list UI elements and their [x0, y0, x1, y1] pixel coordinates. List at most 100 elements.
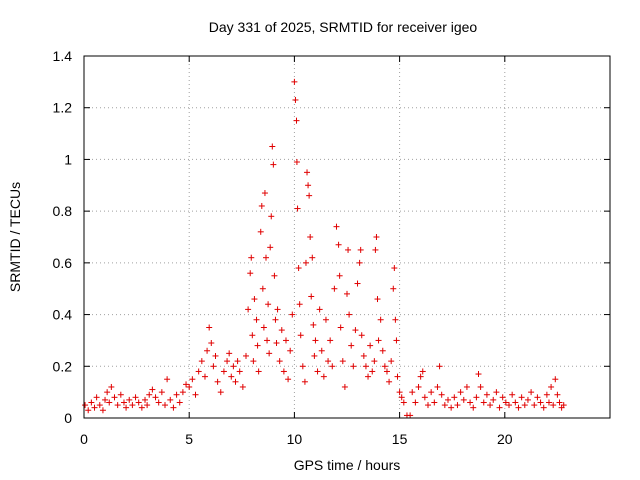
data-point: [473, 394, 480, 401]
data-point: [521, 402, 528, 409]
data-point: [441, 402, 448, 409]
data-point: [253, 316, 260, 323]
data-point: [304, 169, 311, 176]
data-point: [350, 363, 357, 370]
data-point: [129, 402, 136, 409]
data-point: [325, 358, 332, 365]
data-point: [99, 407, 106, 414]
data-point: [394, 373, 401, 380]
data-point: [93, 394, 100, 401]
data-point: [226, 350, 233, 357]
data-point: [212, 352, 219, 359]
data-point: [149, 386, 156, 393]
data-point: [367, 342, 374, 349]
y-tick-label: 0.8: [53, 203, 73, 219]
data-point: [362, 363, 369, 370]
data-point: [377, 316, 384, 323]
data-point: [554, 391, 561, 398]
data-point: [434, 383, 441, 390]
data-point: [487, 402, 494, 409]
data-point: [329, 363, 336, 370]
data-point: [548, 383, 555, 390]
data-point: [234, 358, 241, 365]
data-point: [135, 399, 142, 406]
data-point: [415, 383, 422, 390]
data-point: [146, 391, 153, 398]
y-tick-label: 1.2: [53, 100, 73, 116]
data-point: [383, 368, 390, 375]
plot-frame: [83, 55, 611, 419]
data-point: [336, 272, 343, 279]
data-point: [106, 399, 113, 406]
y-tick-label: 1: [64, 151, 72, 167]
data-point: [108, 383, 115, 390]
data-point: [255, 368, 262, 375]
data-point: [483, 391, 490, 398]
data-point: [344, 290, 350, 297]
data-point: [272, 316, 279, 323]
data-point: [224, 358, 231, 365]
data-point: [524, 396, 531, 403]
data-point: [421, 394, 428, 401]
data-point: [428, 389, 435, 396]
data-point: [467, 399, 474, 406]
data-point: [189, 376, 196, 383]
data-point: [365, 373, 372, 380]
data-point: [291, 78, 298, 85]
y-tick-label: 0.2: [53, 358, 73, 374]
data-point: [297, 332, 304, 339]
data-point: [540, 404, 547, 411]
data-point: [192, 391, 199, 398]
data-points: [82, 78, 567, 419]
data-point: [320, 373, 327, 380]
data-point: [438, 391, 445, 398]
data-point: [371, 358, 378, 365]
data-point: [550, 402, 557, 409]
data-point: [448, 404, 455, 411]
data-point: [341, 383, 348, 390]
data-point: [431, 399, 438, 406]
data-point: [268, 213, 275, 220]
data-point: [348, 342, 355, 349]
data-point: [266, 350, 273, 357]
data-point: [142, 396, 149, 403]
data-point: [358, 332, 365, 339]
data-point: [493, 389, 500, 396]
data-point: [102, 396, 109, 403]
data-point: [327, 337, 334, 344]
data-point: [307, 234, 314, 240]
data-point: [518, 394, 525, 401]
data-point: [91, 404, 98, 411]
data-point: [393, 337, 400, 344]
data-point: [228, 373, 235, 380]
data-point: [289, 311, 296, 318]
data-point: [381, 363, 388, 370]
data-point: [164, 376, 171, 383]
data-point: [528, 389, 535, 396]
data-point: [104, 389, 111, 396]
data-point: [82, 402, 89, 409]
data-point: [232, 378, 239, 385]
data-point: [170, 404, 177, 411]
data-point: [352, 327, 359, 334]
data-point: [475, 371, 482, 378]
data-point: [515, 404, 522, 411]
data-point: [247, 270, 254, 277]
data-point: [490, 396, 497, 403]
data-point: [312, 337, 319, 344]
data-point: [375, 337, 382, 344]
data-point: [259, 285, 266, 292]
data-point: [195, 368, 202, 375]
data-point: [270, 161, 277, 168]
y-tick-label: 0: [64, 410, 72, 426]
data-point: [460, 396, 467, 403]
data-point: [534, 394, 541, 401]
data-point: [214, 378, 221, 385]
data-point: [295, 265, 302, 272]
data-point: [506, 402, 513, 409]
data-point: [374, 296, 381, 303]
data-point: [206, 324, 213, 331]
data-point: [308, 293, 315, 300]
data-point: [560, 402, 567, 409]
data-point: [345, 246, 352, 253]
